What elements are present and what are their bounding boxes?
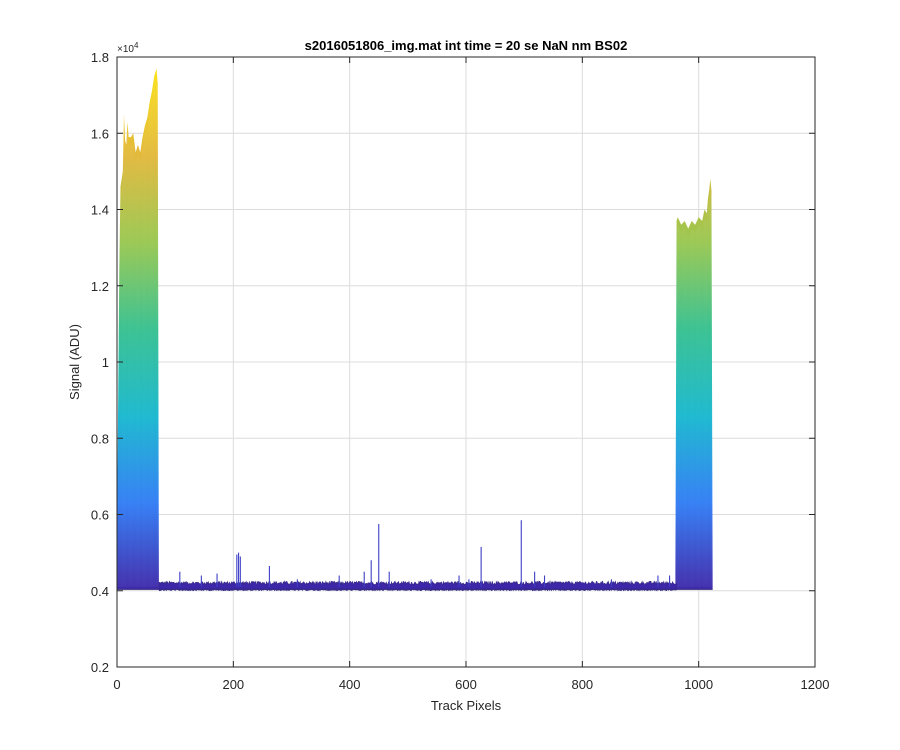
- noise-band: [158, 580, 677, 592]
- x-tick-label: 200: [222, 677, 244, 692]
- y-axis-label: Signal (ADU): [67, 324, 82, 400]
- signal-spikes: [179, 520, 671, 587]
- baseline-noise: [117, 580, 713, 592]
- y-axis-multiplier-base: ×10: [117, 44, 134, 55]
- y-tick-label: 0.2: [91, 660, 109, 675]
- x-tick-label: 400: [339, 677, 361, 692]
- y-tick-label: 1.4: [91, 203, 109, 218]
- y-tick-label: 0.4: [91, 584, 109, 599]
- y-tick-label: 0.6: [91, 508, 109, 523]
- x-tick-label: 1200: [801, 677, 830, 692]
- region-texture-left: [116, 79, 159, 587]
- signal-region-left: [117, 68, 159, 589]
- x-tick-label: 600: [455, 677, 477, 692]
- region-texture-right: [675, 187, 713, 587]
- y-axis-multiplier: ×104: [117, 41, 139, 55]
- x-tick-label: 1000: [684, 677, 713, 692]
- x-axis-ticks: 0 200 400 600 800 1000 1200: [113, 57, 829, 692]
- y-tick-label: 1.2: [91, 279, 109, 294]
- y-tick-label: 1: [102, 355, 109, 370]
- y-axis-multiplier-exponent: 4: [134, 41, 139, 50]
- x-tick-label: 800: [571, 677, 593, 692]
- signal-regions: [116, 68, 713, 589]
- y-tick-label: 1.8: [91, 50, 109, 65]
- chart-title: s2016051806_img.mat int time = 20 se NaN…: [305, 38, 628, 53]
- y-axis-ticks: 0.2 0.4 0.6 0.8 1 1.2 1.4 1.6 1.8: [91, 50, 815, 675]
- y-tick-label: 1.6: [91, 126, 109, 141]
- x-tick-label: 0: [113, 677, 120, 692]
- signal-region-right: [675, 179, 713, 589]
- x-axis-label: Track Pixels: [431, 698, 502, 713]
- y-tick-label: 0.8: [91, 431, 109, 446]
